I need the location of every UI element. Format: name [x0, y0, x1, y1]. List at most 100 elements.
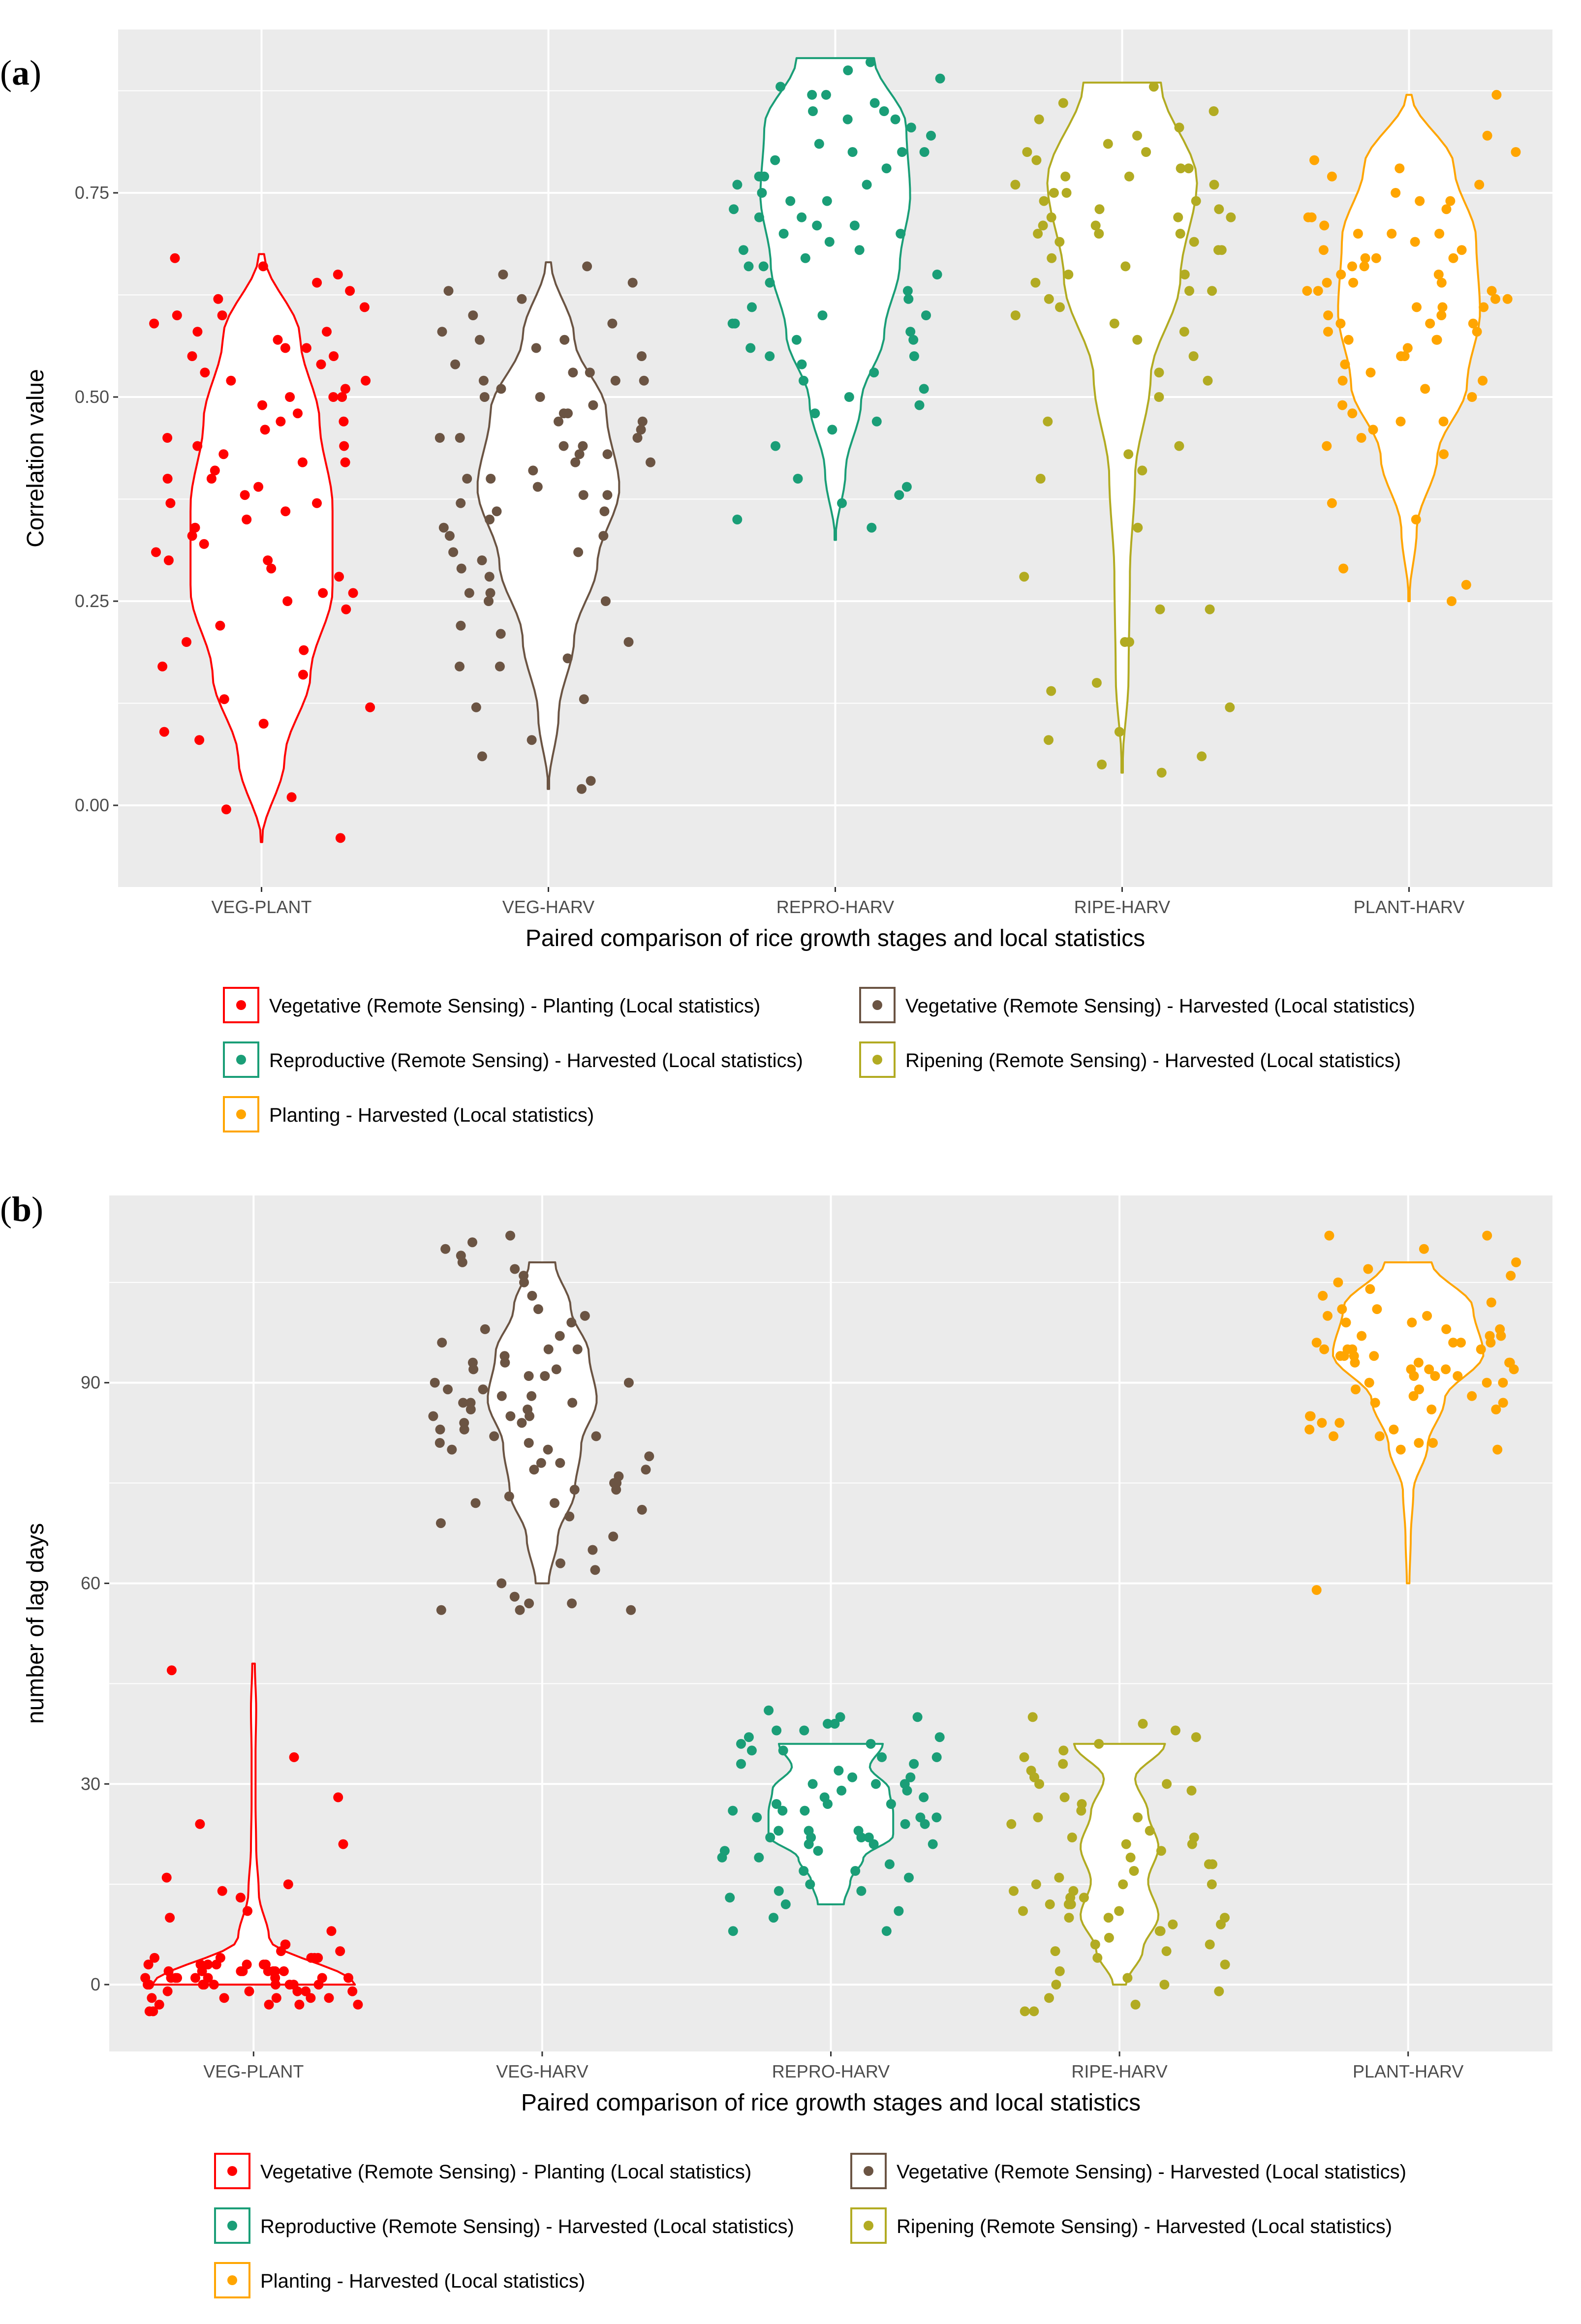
data-point-plant-harv	[1406, 1364, 1416, 1375]
data-point-veg-plant	[218, 449, 229, 459]
data-point-veg-plant	[347, 1986, 358, 1996]
data-point-veg-harv	[577, 784, 587, 794]
data-point-ripe-harv	[1064, 1913, 1074, 1923]
x-tick-label: VEG-PLANT	[211, 897, 311, 917]
data-point-veg-plant	[150, 1953, 159, 1963]
x-tick-label: RIPE-HARV	[1071, 2061, 1167, 2081]
data-point-veg-harv	[543, 1444, 553, 1455]
data-point-ripe-harv	[1109, 318, 1119, 329]
data-point-ripe-harv	[1132, 130, 1142, 141]
data-point-plant-harv	[1302, 286, 1312, 296]
data-point-plant-harv	[1365, 367, 1376, 378]
legend-dot	[872, 1055, 882, 1065]
data-point-plant-harv	[1348, 277, 1359, 288]
data-point-ripe-harv	[1063, 1899, 1074, 1909]
data-point-veg-harv	[644, 1451, 654, 1462]
data-point-ripe-harv	[1205, 1939, 1215, 1950]
data-point-plant-harv	[1402, 343, 1413, 353]
data-point-plant-harv	[1322, 277, 1332, 288]
data-point-repro-harv	[732, 515, 743, 524]
data-point-ripe-harv	[1077, 1799, 1087, 1809]
data-point-repro-harv	[819, 1792, 830, 1803]
data-point-veg-harv	[484, 572, 495, 582]
data-point-veg-plant	[280, 343, 290, 353]
legend-label: Ripening (Remote Sensing) - Harvested (L…	[905, 1050, 1401, 1071]
legend-dot	[236, 1109, 246, 1119]
data-point-ripe-harv	[1019, 572, 1029, 582]
y-tick-label: 90	[81, 1373, 100, 1393]
data-point-repro-harv	[871, 416, 882, 427]
data-point-veg-harv	[554, 416, 563, 427]
data-point-veg-harv	[448, 547, 459, 557]
data-point-veg-harv	[435, 1518, 446, 1529]
data-point-ripe-harv	[1197, 751, 1207, 762]
data-point-ripe-harv	[1049, 188, 1059, 198]
data-point-veg-harv	[578, 490, 589, 500]
data-point-ripe-harv	[1156, 767, 1167, 778]
data-point-repro-harv	[926, 130, 936, 141]
x-tick-label: REPRO-HARV	[776, 897, 894, 917]
data-point-veg-plant	[243, 1906, 252, 1916]
data-point-veg-plant	[318, 588, 328, 598]
data-point-veg-plant	[334, 572, 344, 582]
legend-dot	[864, 2166, 873, 2176]
data-point-plant-harv	[1491, 90, 1502, 100]
data-point-veg-plant	[253, 482, 264, 492]
x-tick-label: VEG-PLANT	[203, 2061, 304, 2081]
data-point-ripe-harv	[1174, 441, 1184, 451]
data-point-veg-harv	[489, 1431, 499, 1441]
data-point-veg-harv	[455, 661, 465, 672]
data-point-repro-harv	[813, 1846, 823, 1856]
data-point-veg-harv	[646, 457, 655, 467]
data-point-veg-plant	[313, 1953, 323, 1963]
data-point-plant-harv	[1430, 1371, 1440, 1381]
data-point-veg-harv	[580, 1311, 590, 1321]
data-point-veg-harv	[602, 449, 613, 459]
data-point-ripe-harv	[1184, 286, 1194, 296]
data-point-plant-harv	[1318, 245, 1329, 255]
data-point-plant-harv	[1305, 1411, 1316, 1421]
data-point-veg-harv	[637, 351, 647, 361]
data-point-repro-harv	[799, 375, 808, 386]
data-point-repro-harv	[886, 1799, 896, 1809]
data-point-veg-harv	[450, 359, 461, 369]
data-point-repro-harv	[729, 204, 739, 214]
data-point-repro-harv	[853, 1826, 864, 1836]
data-point-repro-harv	[778, 229, 789, 239]
data-point-veg-harv	[524, 1598, 534, 1609]
data-point-ripe-harv	[1044, 735, 1054, 745]
data-point-ripe-harv	[1039, 196, 1049, 206]
data-point-plant-harv	[1502, 294, 1513, 304]
data-point-ripe-harv	[1045, 1899, 1055, 1909]
data-point-veg-harv	[632, 433, 643, 443]
data-point-veg-plant	[151, 547, 161, 557]
data-point-veg-harv	[637, 416, 648, 427]
data-point-repro-harv	[807, 1779, 818, 1789]
violin-veg-plant	[151, 1662, 356, 1986]
data-point-ripe-harv	[1060, 171, 1071, 182]
data-point-plant-harv	[1438, 416, 1449, 427]
data-point-veg-plant	[221, 804, 231, 815]
data-point-veg-plant	[298, 670, 308, 680]
data-point-repro-harv	[847, 147, 858, 157]
legend-dot	[236, 1000, 246, 1010]
data-point-veg-harv	[558, 441, 569, 451]
data-point-veg-harv	[623, 1377, 634, 1388]
data-point-repro-harv	[905, 1772, 916, 1782]
data-point-veg-harv	[499, 1351, 510, 1361]
data-point-veg-harv	[535, 392, 545, 402]
data-point-plant-harv	[1360, 253, 1370, 263]
data-point-ripe-harv	[1162, 1779, 1172, 1789]
data-point-veg-harv	[505, 1411, 516, 1421]
data-point-ripe-harv	[1031, 155, 1042, 165]
x-tick-label: VEG-HARV	[496, 2061, 588, 2081]
data-point-veg-plant	[279, 1966, 289, 1976]
data-point-repro-harv	[738, 245, 748, 255]
data-point-veg-harv	[496, 629, 506, 639]
data-point-ripe-harv	[1090, 1939, 1100, 1950]
data-point-veg-harv	[555, 1558, 565, 1568]
data-point-repro-harv	[856, 1886, 867, 1896]
data-point-ripe-harv	[1027, 1712, 1038, 1722]
data-point-veg-plant	[289, 1752, 299, 1762]
data-point-veg-plant	[200, 367, 210, 378]
